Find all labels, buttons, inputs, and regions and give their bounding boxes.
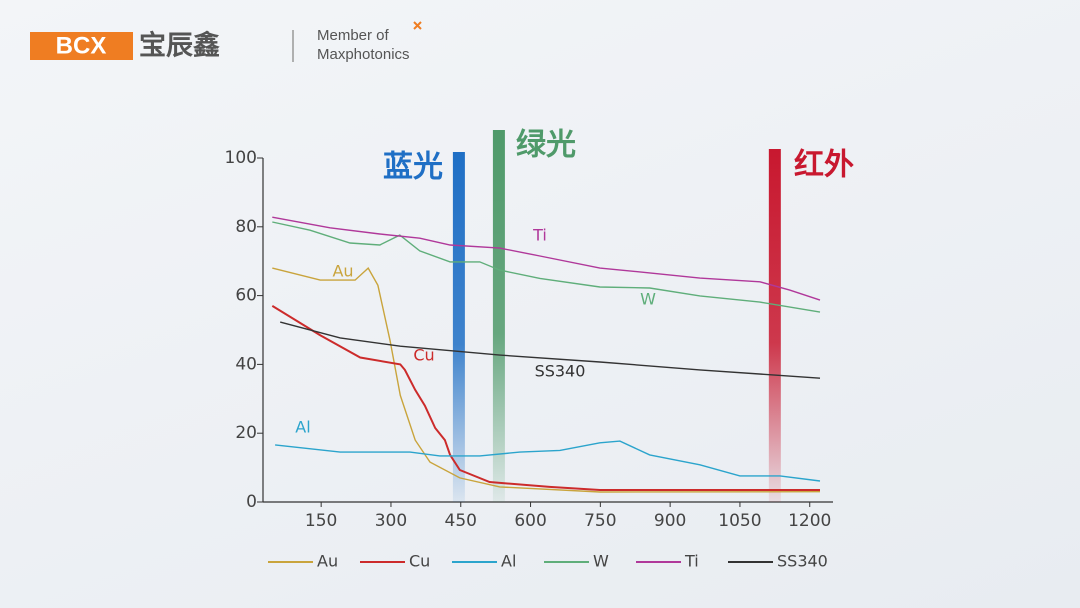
maxphotonics-mark (413, 21, 422, 30)
line (280, 321, 821, 379)
band (768, 149, 781, 502)
series-label: Ti (532, 226, 547, 245)
x-tick-label: 600 (514, 511, 546, 531)
y-tick-label: 40 (235, 354, 257, 374)
line (271, 305, 820, 491)
logo-box (30, 32, 133, 60)
x-tick-label: 300 (375, 511, 407, 531)
y-tick-label: 100 (225, 148, 257, 168)
line (272, 216, 821, 301)
legend-label: Al (501, 552, 516, 571)
x-tick-label: 750 (584, 511, 616, 531)
y-tick-label: 0 (246, 492, 257, 512)
band (452, 152, 465, 502)
x-tick-label: 1050 (718, 511, 761, 531)
band-label: 红外 (794, 148, 854, 183)
series-label: SS340 (535, 362, 586, 381)
y-tick-label: 20 (235, 423, 257, 443)
y-tick-label: 60 (235, 286, 257, 306)
x-tick-label: 1200 (788, 511, 831, 531)
legend-label: Au (317, 552, 338, 571)
line (275, 440, 821, 482)
legend-label: SS340 (777, 552, 828, 571)
member-of: Member of (317, 27, 390, 44)
band-label: 绿光 (516, 128, 576, 163)
brand: 宝辰鑫 (139, 30, 220, 62)
series-label: Al (295, 418, 310, 437)
x-tick-label: 450 (445, 511, 477, 531)
band-label: 蓝光 (383, 150, 443, 185)
legend-label: Cu (409, 552, 430, 571)
legend-label: Ti (684, 552, 699, 571)
maxphotonics: Maxphotonics (317, 46, 410, 63)
logo: BCX (56, 32, 107, 59)
series-label: W (640, 290, 656, 309)
legend-label: W (593, 552, 609, 571)
x-tick-label: 900 (654, 511, 686, 531)
y-tick-label: 80 (235, 217, 257, 237)
line (272, 221, 821, 313)
series-label: Au (332, 262, 353, 281)
band (492, 130, 505, 502)
x-tick-label: 150 (305, 511, 337, 531)
line (272, 266, 821, 493)
series-label: Cu (413, 346, 434, 365)
